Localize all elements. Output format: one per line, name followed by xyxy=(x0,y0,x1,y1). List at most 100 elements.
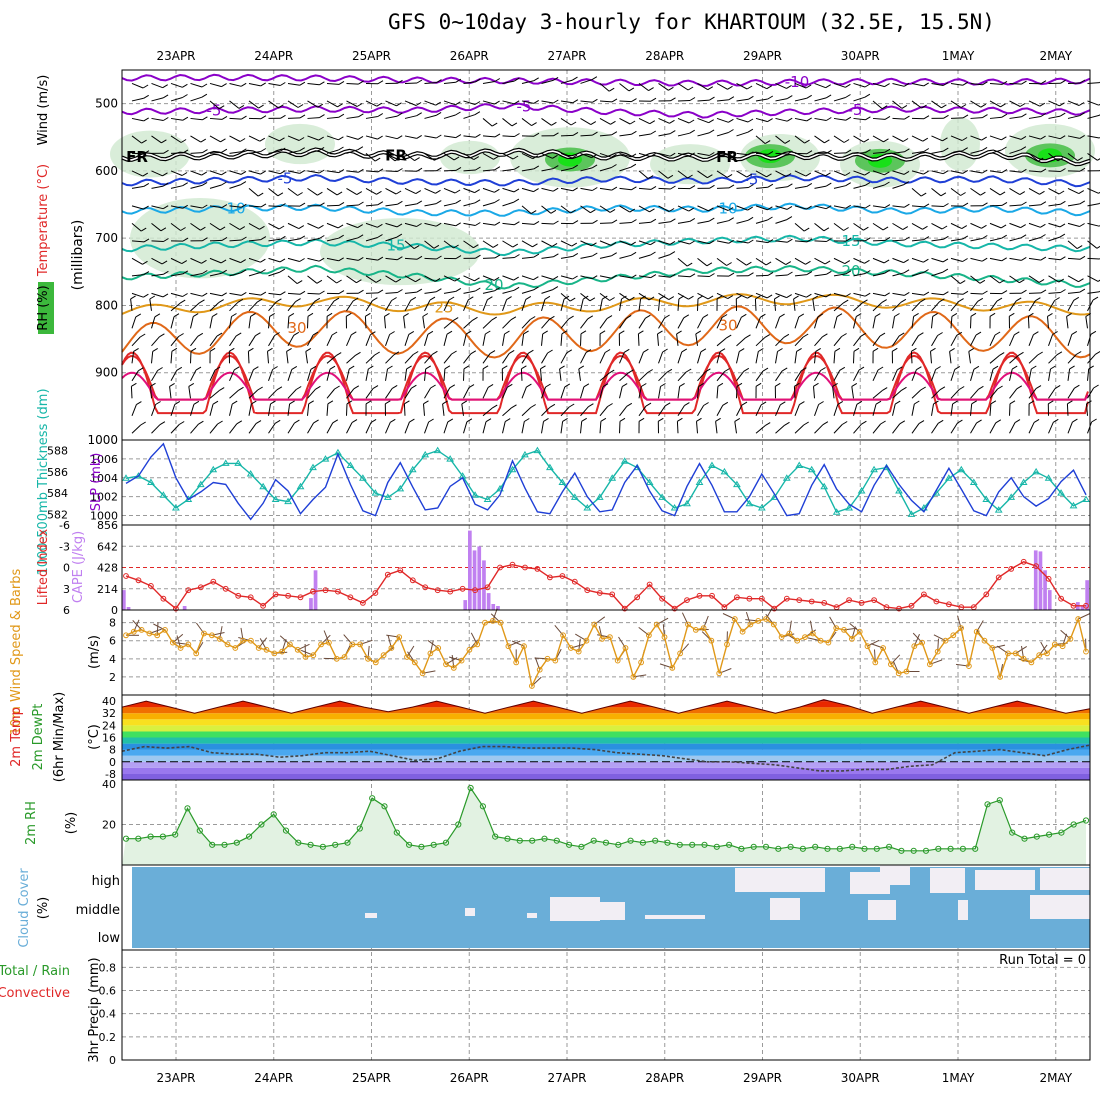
wind-barb xyxy=(736,404,743,417)
wind-barb xyxy=(989,257,1002,262)
wind-barb xyxy=(716,132,729,137)
wind-barb xyxy=(521,275,534,281)
wind-barb xyxy=(814,404,820,416)
wind-barb-flag xyxy=(182,270,189,275)
wind-barb xyxy=(1028,368,1032,381)
wind-barb xyxy=(151,135,162,144)
wind-barb xyxy=(404,387,412,399)
wind-barb-flag xyxy=(171,347,178,352)
wind-barb xyxy=(814,185,827,189)
wind-barb xyxy=(1028,116,1041,119)
wind-speed-point xyxy=(474,641,481,648)
wind-barb-flag xyxy=(758,348,764,352)
wind-barb-flag xyxy=(727,207,734,211)
wind-barb xyxy=(424,275,436,282)
wind-barb xyxy=(716,187,730,189)
wind-barb xyxy=(403,403,406,416)
wind-barb xyxy=(190,351,192,364)
wind-barb-flag xyxy=(982,114,988,119)
wind-barb xyxy=(385,100,397,107)
wind-barb xyxy=(502,353,510,364)
wind-barb xyxy=(385,135,398,140)
wind-barb-flag xyxy=(954,365,961,370)
wind-barb xyxy=(424,135,437,139)
wind-barb xyxy=(541,205,552,214)
rh-point xyxy=(282,827,290,834)
wind-barb xyxy=(853,335,862,347)
wind-barb-flag xyxy=(728,96,735,101)
wind-barb-flag xyxy=(640,295,646,300)
wind-barb xyxy=(151,222,162,232)
wind-barb-flag xyxy=(436,200,442,205)
wind-barb xyxy=(229,135,241,142)
wind-barb xyxy=(1087,100,1099,106)
lifted-index-point xyxy=(621,605,628,612)
wind-speed-point xyxy=(802,634,808,640)
wind-speed-point xyxy=(599,636,605,642)
rh-point xyxy=(726,841,733,848)
wind-speed-point xyxy=(154,632,161,639)
wind-barb xyxy=(463,333,467,346)
wind-barb-flag xyxy=(1019,191,1026,196)
wind-barb xyxy=(853,302,863,312)
wind-barb-flag xyxy=(959,280,966,285)
wind-barb-flag xyxy=(741,401,748,406)
wind-barb xyxy=(755,292,768,299)
wind-barb xyxy=(814,257,826,265)
wind-barb-flag xyxy=(508,349,515,354)
wind-barb-flag xyxy=(667,174,674,179)
wind-barb-flag xyxy=(180,139,187,143)
wind-barb-flag xyxy=(803,421,809,426)
wind-barb-flag xyxy=(706,262,713,267)
thickness-point xyxy=(733,480,741,488)
rh2m-unit-label: (%) xyxy=(64,812,79,835)
wind-barb-flag xyxy=(689,273,696,278)
wind-barb xyxy=(560,421,564,434)
wind-barb xyxy=(521,240,533,248)
wind-barb xyxy=(580,152,592,159)
wind-barb xyxy=(931,100,942,109)
wind-barb xyxy=(775,370,783,382)
wind-barb xyxy=(482,290,495,294)
wind-barb-flag xyxy=(755,382,762,387)
wind-barb-flag xyxy=(1015,297,1022,302)
wind-barb-flag xyxy=(188,382,195,387)
wind-barb-flag xyxy=(358,289,364,294)
wind-barb-flag xyxy=(818,401,824,405)
wind-barb-flag xyxy=(143,182,150,187)
wind-barb-flag xyxy=(702,314,709,319)
wind-barb xyxy=(541,299,546,311)
wind-barb xyxy=(599,292,610,301)
wind-barb-flag xyxy=(453,156,460,161)
wind-barb-flag xyxy=(277,192,284,197)
thickness-point xyxy=(1019,478,1028,485)
rh-point xyxy=(1009,829,1016,836)
wind-barb-flag xyxy=(436,255,442,260)
rh-point xyxy=(689,841,696,848)
thickness-point xyxy=(845,504,854,511)
wind-barb-flag xyxy=(834,347,841,352)
wind-barb-flag xyxy=(902,138,909,142)
lifted-index-point xyxy=(559,573,566,579)
wind-barb xyxy=(853,273,866,277)
wind-barb-flag xyxy=(602,383,609,388)
rh-shading xyxy=(265,123,335,165)
wind-barb xyxy=(892,292,905,296)
wind-barb xyxy=(326,100,338,108)
wind-barb xyxy=(463,368,465,381)
wind-barb xyxy=(658,371,668,382)
wind-barb-flag xyxy=(980,103,987,108)
wind-barb xyxy=(833,273,846,277)
wind-barb-flag xyxy=(766,85,773,90)
wind-barb xyxy=(696,421,698,434)
wind-barb-flag xyxy=(898,332,905,337)
wind-barb xyxy=(892,272,905,277)
wind-barb-flag xyxy=(923,258,929,263)
wind-barb xyxy=(814,135,825,144)
lifted-index-point xyxy=(596,590,603,596)
wind-barb-flag xyxy=(676,330,682,335)
wind-barb-flag xyxy=(1040,256,1047,261)
wind-speed-point xyxy=(568,645,574,651)
wind-barb-flag xyxy=(1052,331,1058,335)
wind-barb-flag xyxy=(218,299,224,304)
